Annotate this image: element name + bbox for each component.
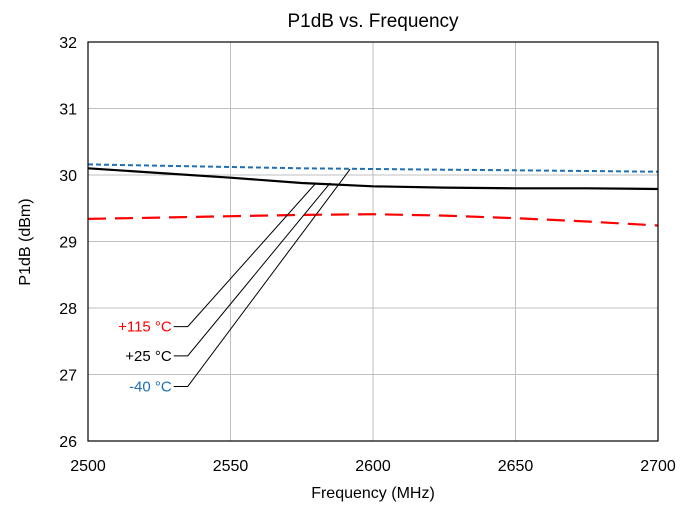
plot-area-border xyxy=(87,41,659,442)
x-tick-label: 2500 xyxy=(70,458,106,475)
grid xyxy=(87,41,659,442)
y-tick-label: 29 xyxy=(59,235,77,252)
series-lines xyxy=(87,163,659,227)
leader-line-1 xyxy=(173,182,331,357)
annotation-labels: +115 °C +25 °C -40 °C xyxy=(118,319,172,396)
y-tick-label: 26 xyxy=(59,434,77,451)
annotation-label-2: -40 °C xyxy=(129,378,172,395)
annotation-label-0: +115 °C xyxy=(118,319,172,336)
annotation-leaders xyxy=(173,168,351,387)
y-tick-label: 31 xyxy=(59,102,77,119)
x-tick-label: 2600 xyxy=(355,458,391,475)
x-axis-label: Frequency (MHz) xyxy=(311,485,435,502)
y-axis-label: P1dB (dBm) xyxy=(17,198,34,285)
y-tick-labels: 26 27 28 29 30 31 32 xyxy=(59,35,77,451)
y-tick-label: 28 xyxy=(59,301,77,318)
x-tick-label: 2550 xyxy=(213,458,249,475)
x-tick-label: 2650 xyxy=(498,458,534,475)
y-tick-label: 30 xyxy=(59,168,77,185)
chart-title: P1dB vs. Frequency xyxy=(287,11,459,32)
annotation-label-1: +25 °C xyxy=(125,348,172,365)
series-line-0 xyxy=(87,213,659,227)
y-tick-label: 32 xyxy=(59,35,77,52)
x-tick-labels: 2500 2550 2600 2650 2700 xyxy=(70,458,676,475)
x-tick-label: 2700 xyxy=(640,458,676,475)
leader-line-0 xyxy=(173,182,317,328)
y-tick-label: 27 xyxy=(59,368,77,385)
leader-line-2 xyxy=(173,168,351,387)
series-line-2 xyxy=(87,163,659,173)
series-line-1 xyxy=(87,167,659,191)
